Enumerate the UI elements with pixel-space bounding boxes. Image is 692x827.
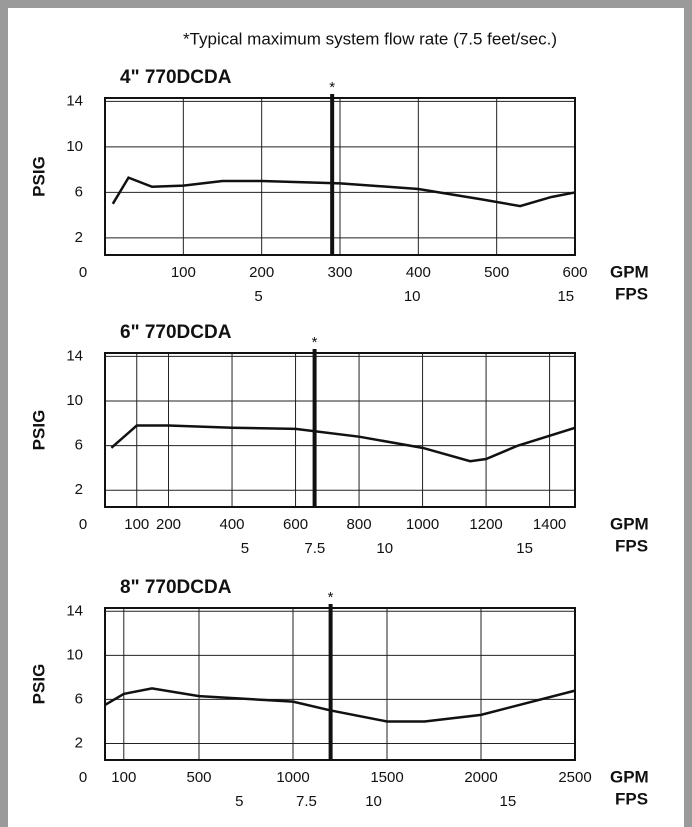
- x-axis-label: GPM: [610, 767, 649, 786]
- y-tick-label: 10: [66, 138, 83, 155]
- x-tick-label: 300: [327, 264, 352, 281]
- x-tick-label: 2500: [558, 769, 591, 786]
- x2-tick-label: 10: [404, 288, 421, 305]
- x2-tick-label: 15: [516, 540, 533, 557]
- x-tick-label: 0: [79, 769, 87, 786]
- plot-frame: [104, 352, 576, 508]
- x-tick-label: 200: [156, 516, 181, 533]
- y-axis-label: PSIG: [29, 410, 48, 451]
- max-flow-label: *: [328, 589, 334, 606]
- chart-title: 8" 770DCDA: [120, 577, 232, 598]
- x-tick-label: 400: [220, 516, 245, 533]
- plot-frame: [104, 97, 576, 256]
- x-tick-label: 1000: [276, 769, 309, 786]
- x2-tick-label: 5: [235, 793, 243, 810]
- x2-tick-label: 5: [241, 540, 249, 557]
- x-tick-label: 1000: [406, 516, 439, 533]
- note: *Typical maximum system flow rate (7.5 f…: [183, 29, 557, 48]
- y-tick-label: 10: [66, 392, 83, 409]
- x2-axis-label: FPS: [615, 536, 648, 555]
- x-tick-label: 800: [347, 516, 372, 533]
- y-tick-label: 6: [75, 183, 83, 200]
- x2-tick-label: 10: [365, 793, 382, 810]
- y-tick-label: 10: [66, 646, 83, 663]
- x-tick-label: 500: [484, 264, 509, 281]
- x-tick-label: 400: [406, 264, 431, 281]
- x2-tick-label: 7.5: [296, 793, 317, 810]
- data-line: [111, 176, 576, 208]
- x-tick-label: 200: [249, 264, 274, 281]
- y-axis-label: PSIG: [29, 156, 48, 197]
- x2-tick-label: 10: [376, 540, 393, 557]
- x-tick-label: 1200: [469, 516, 502, 533]
- x2-tick-label: 5: [254, 288, 262, 305]
- x-tick-label: 1400: [533, 516, 566, 533]
- y-tick-label: 14: [66, 347, 83, 364]
- y-tick-label: 2: [75, 481, 83, 498]
- x-tick-label: 100: [171, 264, 196, 281]
- plot-frame: [104, 607, 576, 761]
- chart-title: 6" 770DCDA: [120, 322, 232, 343]
- x2-tick-label: 15: [557, 288, 574, 305]
- x2-tick-label: 7.5: [304, 540, 325, 557]
- y-tick-label: 14: [66, 602, 83, 619]
- y-axis-label: PSIG: [29, 664, 48, 705]
- x-tick-label: 2000: [464, 769, 497, 786]
- x-tick-label: 0: [79, 516, 87, 533]
- chart-title: 4" 770DCDA: [120, 67, 232, 88]
- x-tick-label: 600: [283, 516, 308, 533]
- x-tick-label: 500: [186, 769, 211, 786]
- max-flow-label: *: [329, 79, 335, 96]
- x-axis-label: GPM: [610, 262, 649, 281]
- x-tick-label: 0: [79, 264, 87, 281]
- y-tick-label: 14: [66, 92, 83, 109]
- y-tick-label: 2: [75, 229, 83, 246]
- x2-axis-label: FPS: [615, 284, 648, 303]
- x2-axis-label: FPS: [615, 789, 648, 808]
- x-tick-label: 1500: [370, 769, 403, 786]
- panel: [8, 8, 684, 827]
- y-tick-label: 6: [75, 437, 83, 454]
- y-tick-label: 6: [75, 690, 83, 707]
- x-axis-label: GPM: [610, 514, 649, 533]
- max-flow-label: *: [312, 334, 318, 351]
- x-tick-label: 100: [111, 769, 136, 786]
- data-line: [110, 424, 576, 463]
- y-tick-label: 2: [75, 734, 83, 751]
- data-line: [104, 687, 576, 723]
- x-tick-label: 600: [562, 264, 587, 281]
- x-tick-label: 100: [124, 516, 149, 533]
- x2-tick-label: 15: [500, 793, 517, 810]
